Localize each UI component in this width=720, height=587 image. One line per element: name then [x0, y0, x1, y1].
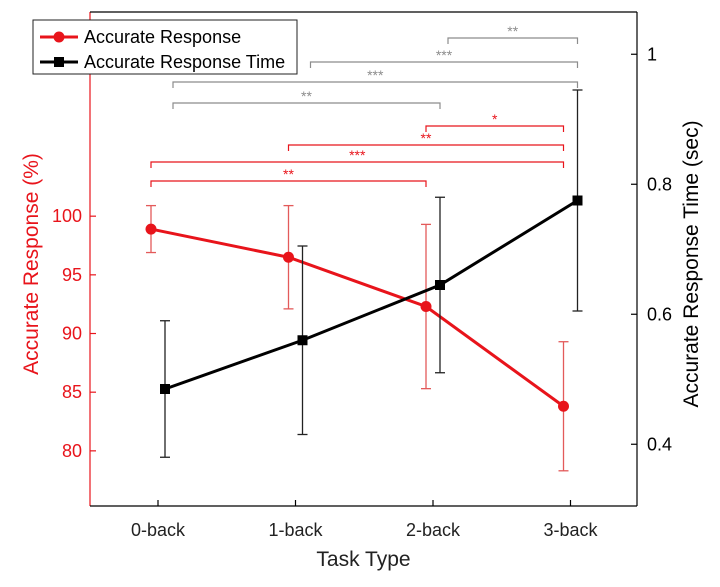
data-point — [145, 223, 157, 235]
significance-label: ** — [421, 130, 432, 146]
series-accurate-response — [145, 204, 569, 472]
legend-marker — [53, 31, 65, 43]
x-tick-label: 0-back — [131, 520, 186, 540]
significance-bracket — [425, 125, 565, 132]
right-tick-label: 1 — [647, 44, 657, 64]
watermark: 知乎 @思影 — [588, 547, 673, 566]
significance-label: ** — [507, 23, 518, 39]
right-tick-label: 0.4 — [647, 434, 672, 454]
series-layer — [145, 89, 583, 472]
legend: Accurate Response Accurate Response Time — [32, 19, 298, 75]
legend-box — [32, 19, 298, 75]
right-axis-title: Accurate Response Time (sec) — [680, 120, 703, 407]
x-tick-label: 3-back — [543, 520, 598, 540]
significance-bracket — [309, 61, 579, 68]
left-tick-label: 95 — [62, 265, 82, 285]
data-point — [160, 384, 170, 394]
significance-label: ** — [301, 88, 312, 104]
significance-bracket — [447, 37, 579, 44]
data-point — [297, 335, 308, 346]
significance-label: *** — [436, 47, 453, 63]
right-tick-label: 0.6 — [647, 304, 672, 324]
x-tick-label: 1-back — [268, 520, 323, 540]
data-point — [283, 251, 294, 263]
significance-label: *** — [349, 147, 366, 163]
data-point — [572, 195, 583, 206]
significance-bracket — [172, 102, 441, 109]
significance-bracket — [172, 81, 579, 88]
x-axis-title: Task Type — [316, 548, 410, 571]
series-accurate-response-time — [160, 89, 583, 458]
significance-bracket — [287, 144, 565, 151]
data-point — [420, 301, 432, 313]
legend-label: Accurate Response Time — [84, 52, 285, 72]
significance-brackets: ****************** — [150, 23, 579, 187]
left-tick-label: 85 — [62, 382, 82, 402]
right-tick-label: 0.8 — [647, 174, 672, 194]
significance-label: ** — [283, 166, 294, 182]
significance-label: * — [492, 111, 498, 127]
left-tick-label: 80 — [62, 441, 82, 461]
legend-marker — [54, 57, 64, 67]
plot-frame — [89, 11, 638, 507]
data-point — [558, 400, 569, 412]
series-line — [164, 199, 579, 391]
left-tick-label: 90 — [62, 324, 82, 344]
data-point — [435, 280, 445, 290]
legend-label: Accurate Response — [84, 27, 241, 47]
left-tick-label: 100 — [52, 206, 82, 226]
axes-text: 80 85 90 95 100 0.4 0.6 0.8 1 0-back 1-back 2-back 3… — [20, 44, 703, 571]
left-axis-title: Accurate Response (%) — [20, 153, 43, 375]
significance-label: *** — [367, 67, 384, 83]
series-line — [150, 227, 565, 408]
x-tick-label: 2-back — [406, 520, 461, 540]
significance-bracket — [150, 180, 427, 187]
significance-bracket — [150, 161, 565, 168]
